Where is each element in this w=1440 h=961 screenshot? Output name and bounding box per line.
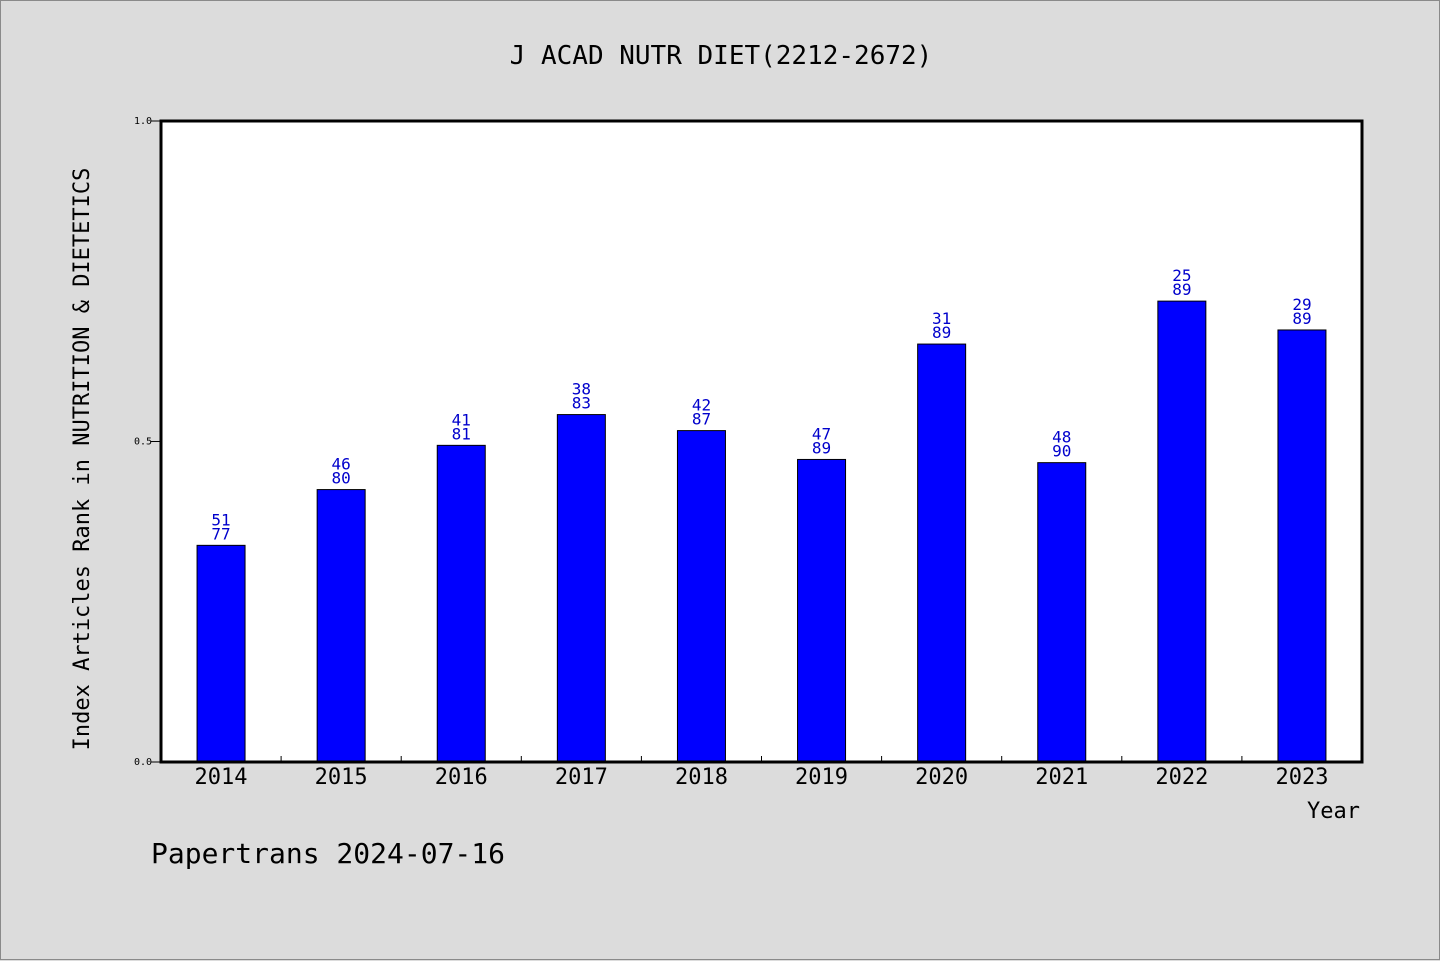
footer-text: Papertrans 2024-07-16 [151, 837, 505, 870]
bar-2016 [436, 444, 486, 763]
bar-2015 [316, 489, 366, 763]
x-tick-label: 2021 [1035, 765, 1088, 790]
x-tick-label: 2018 [675, 765, 728, 790]
bar-2022 [1157, 300, 1207, 763]
bar-rank-label: 29 [1292, 295, 1311, 314]
bar-total-label: 89 [1172, 280, 1191, 299]
bar-total-label: 89 [1292, 309, 1311, 328]
bar-rank-label: 38 [572, 380, 591, 399]
bar-total-label: 90 [1052, 442, 1071, 461]
bar-2023 [1277, 329, 1327, 763]
x-ticks-group: 2014 2015 2016 2017 2018 2019 2020 2021 2022 2023 [195, 756, 1328, 790]
y-axis-label: Index Articles Rank in NUTRITION & DIETE… [70, 168, 95, 751]
x-tick-label: 2020 [915, 765, 968, 790]
bar-rank-label: 25 [1172, 266, 1191, 285]
x-tick-label: 2014 [195, 765, 248, 790]
y-tick-label: 0.5 [134, 437, 152, 448]
bar-2018 [676, 430, 726, 763]
y-tick-label: 0.0 [134, 757, 152, 768]
bar-rank-label: 51 [211, 510, 230, 529]
x-tick-label: 2022 [1155, 765, 1208, 790]
x-tick-label: 2016 [435, 765, 488, 790]
x-tick-label: 2023 [1275, 765, 1328, 790]
bar-rank-label: 46 [332, 455, 351, 474]
bar-rank-label: 41 [452, 410, 471, 429]
bar-2020 [917, 343, 967, 763]
bar-2021 [1037, 462, 1087, 763]
y-ticks-group: 0.0 0.5 1.0 [134, 116, 161, 768]
plot-border [159, 119, 1364, 764]
bars-group [196, 300, 1327, 763]
x-tick-label: 2017 [555, 765, 608, 790]
bar-total-label: 83 [572, 394, 591, 413]
bar-total-label: 77 [211, 524, 230, 543]
bar-2014 [196, 544, 246, 763]
bar-rank-label: 42 [692, 396, 711, 415]
bar-total-label: 87 [692, 410, 711, 429]
y-tick-label: 1.0 [134, 116, 152, 127]
x-axis-label: Year [1307, 799, 1360, 824]
bar-total-label: 89 [812, 438, 831, 457]
x-tick-label: 2019 [795, 765, 848, 790]
bar-2017 [556, 414, 606, 763]
bar-2019 [797, 458, 847, 763]
bar-rank-label: 48 [1052, 428, 1071, 447]
x-tick-label: 2015 [315, 765, 368, 790]
bar-rank-label: 31 [932, 309, 951, 328]
bar-rank-label: 47 [812, 424, 831, 443]
bar-total-label: 89 [932, 323, 951, 342]
chart-title: J ACAD NUTR DIET(2212-2672) [510, 41, 933, 71]
bar-total-label: 81 [452, 424, 471, 443]
bar-total-label: 80 [332, 469, 351, 488]
